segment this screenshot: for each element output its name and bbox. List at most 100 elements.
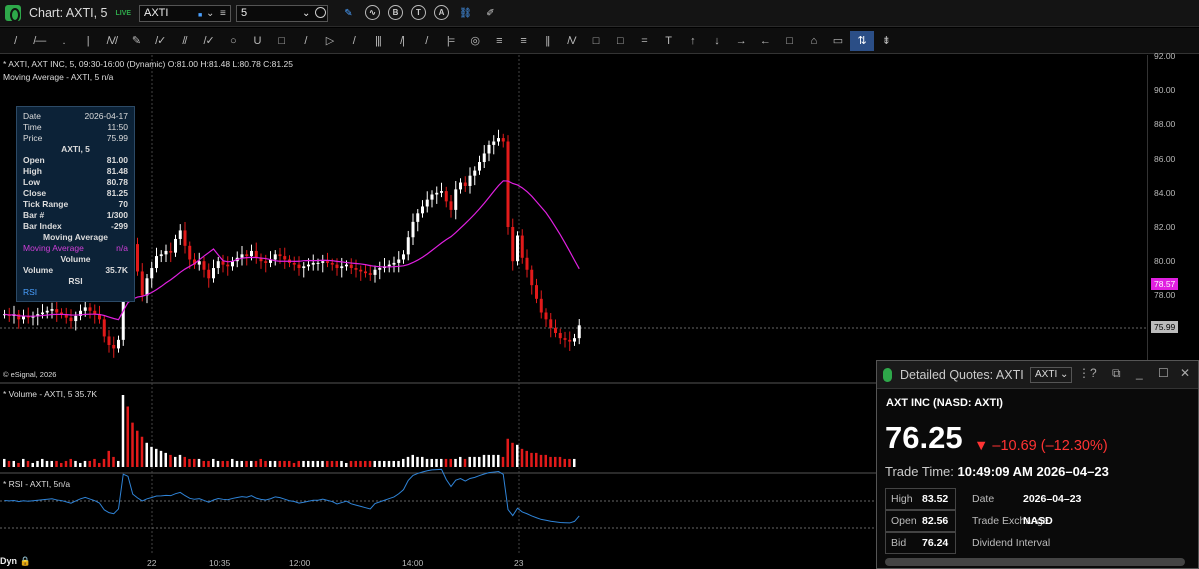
draw-tool-6[interactable]: /✓ — [155, 35, 166, 47]
draw-tool-32[interactable]: □ — [786, 34, 793, 47]
draw-tool-21[interactable]: ≡ — [520, 34, 526, 47]
volume-bar — [449, 458, 452, 467]
clock-icon[interactable] — [315, 7, 326, 18]
volume-bar — [421, 456, 424, 467]
draw-tool-19[interactable]: ◎ — [470, 35, 480, 47]
draw-tool-29[interactable]: ↓ — [714, 34, 720, 47]
more-icon[interactable]: ⋮ — [1078, 366, 1090, 380]
draw-tool-20[interactable]: ≡ — [496, 34, 502, 47]
chart-title: Chart: AXTI, 5 — [29, 6, 108, 20]
t-icon[interactable]: T — [411, 5, 426, 20]
draw-tool-16[interactable]: /| — [400, 34, 405, 47]
draw-tool-15[interactable]: ||| — [375, 34, 382, 47]
help-icon[interactable]: ? — [1090, 366, 1097, 380]
volume-bar — [136, 430, 139, 467]
draw-tool-33[interactable]: ⌂ — [810, 34, 817, 47]
pencil-icon[interactable]: ✎ — [344, 8, 353, 19]
draw-tool-0[interactable]: / — [14, 34, 17, 47]
candle-body — [563, 338, 567, 340]
draw-tool-14[interactable]: / — [352, 34, 356, 47]
tooltip-row: Close 81.25 — [23, 188, 128, 198]
volume-bar — [440, 458, 443, 467]
tooltip-section: AXTI, 5 — [61, 144, 90, 154]
draw-tool-11[interactable]: □ — [278, 34, 285, 47]
candle-body — [297, 264, 301, 269]
draw-tool-34[interactable]: ▭ — [832, 35, 843, 47]
draw-tool-28[interactable]: ↑ — [690, 34, 696, 47]
candle-body — [140, 271, 144, 296]
study-icon[interactable]: ∿ — [365, 5, 380, 20]
b-icon[interactable]: B — [388, 5, 403, 20]
chevron-down-icon[interactable]: ⌄ — [206, 8, 215, 19]
volume-bar — [212, 458, 215, 467]
draw-tool-9[interactable]: ○ — [229, 34, 237, 47]
y-tick: 86.00 — [1154, 153, 1176, 164]
candle-body — [307, 264, 310, 267]
candle-body — [316, 262, 320, 264]
volume-bar — [221, 460, 224, 467]
chart-area[interactable]: * AXTI, AXT INC, 5, 09:30-16:00 (Dynamic… — [0, 55, 1147, 555]
chevron-down-icon[interactable]: ⌄ — [302, 8, 311, 19]
volume-bar — [7, 460, 11, 467]
draw-tool-27[interactable]: T — [665, 34, 672, 47]
volume-bar — [487, 454, 490, 467]
draw-tool-5[interactable]: ✎ — [131, 35, 141, 47]
candle-body — [501, 138, 505, 142]
quotes-symbol-input[interactable]: AXTI ⌄ — [1030, 367, 1072, 383]
candle-body — [311, 262, 315, 265]
draw-tool-8[interactable]: /✓ — [203, 35, 214, 47]
draw-tool-10[interactable]: U — [253, 34, 261, 47]
volume-bar — [516, 444, 519, 467]
y-tick: 92.00 — [1154, 51, 1176, 61]
edit-icon[interactable]: ✐ — [486, 8, 495, 19]
interval-input[interactable]: 5 ⌄ — [236, 5, 328, 22]
draw-tool-3[interactable]: | — [86, 34, 90, 47]
draw-tool-13[interactable]: ▷ — [325, 35, 334, 47]
draw-tool-26[interactable]: = — [641, 34, 647, 47]
close-icon[interactable]: ✕ — [1180, 366, 1191, 380]
dyn-label[interactable]: Dyn 🔒 — [0, 556, 31, 566]
link-icon[interactable]: ⛓ — [459, 8, 472, 19]
draw-tool-7[interactable]: // — [182, 34, 187, 47]
draw-tool-35[interactable]: ⇅ — [849, 30, 874, 51]
candle-body — [197, 261, 201, 265]
candle-body — [487, 144, 491, 154]
draw-tool-17[interactable]: / — [425, 34, 428, 47]
draw-tool-2[interactable]: . — [62, 34, 65, 47]
candle-body — [468, 175, 472, 186]
draw-tool-30[interactable]: → — [735, 34, 747, 47]
y-tick: 78.00 — [1154, 290, 1176, 301]
draw-tool-18[interactable]: |= — [446, 34, 455, 47]
volume-bar — [216, 460, 220, 467]
draw-tool-31[interactable]: ← — [759, 34, 771, 47]
volume-bar — [159, 450, 163, 467]
draw-tool-36[interactable]: ⇟ — [881, 35, 891, 47]
candle-body — [164, 250, 168, 255]
candle-body — [240, 254, 244, 258]
volume-bar — [340, 460, 343, 467]
volume-bar — [387, 460, 391, 467]
symbol-input[interactable]: AXTI ■ ⌄ ≡ — [139, 5, 231, 22]
tooltip-row: Moving Average n/a — [23, 243, 128, 253]
quote-row: Bid 76.24 Dividend Interval — [885, 532, 1185, 554]
draw-tool-23[interactable]: /V — [567, 34, 576, 47]
candle-body — [79, 310, 82, 316]
horizontal-scrollbar[interactable] — [885, 558, 1185, 566]
draw-tool-12[interactable]: / — [304, 34, 307, 47]
volume-bar — [60, 462, 63, 467]
window-icon[interactable]: ⧉ — [1112, 366, 1121, 380]
candle-body — [112, 344, 116, 349]
draw-tool-24[interactable]: □ — [592, 34, 600, 47]
volume-bar — [330, 460, 334, 467]
draw-tool-1[interactable]: /— — [33, 34, 46, 47]
draw-tool-25[interactable]: □ — [616, 34, 624, 47]
maximize-icon[interactable]: ☐ — [1158, 366, 1169, 380]
tooltip-row: Time 11:50 — [23, 122, 128, 132]
volume-bar — [50, 460, 53, 467]
minimize-icon[interactable]: _ — [1136, 366, 1143, 380]
menu-icon[interactable]: ≡ — [220, 8, 226, 19]
volume-bar — [311, 460, 315, 467]
draw-tool-22[interactable]: || — [545, 34, 550, 47]
a-icon[interactable]: A — [434, 5, 449, 20]
draw-tool-4[interactable]: /V/ — [106, 34, 118, 47]
